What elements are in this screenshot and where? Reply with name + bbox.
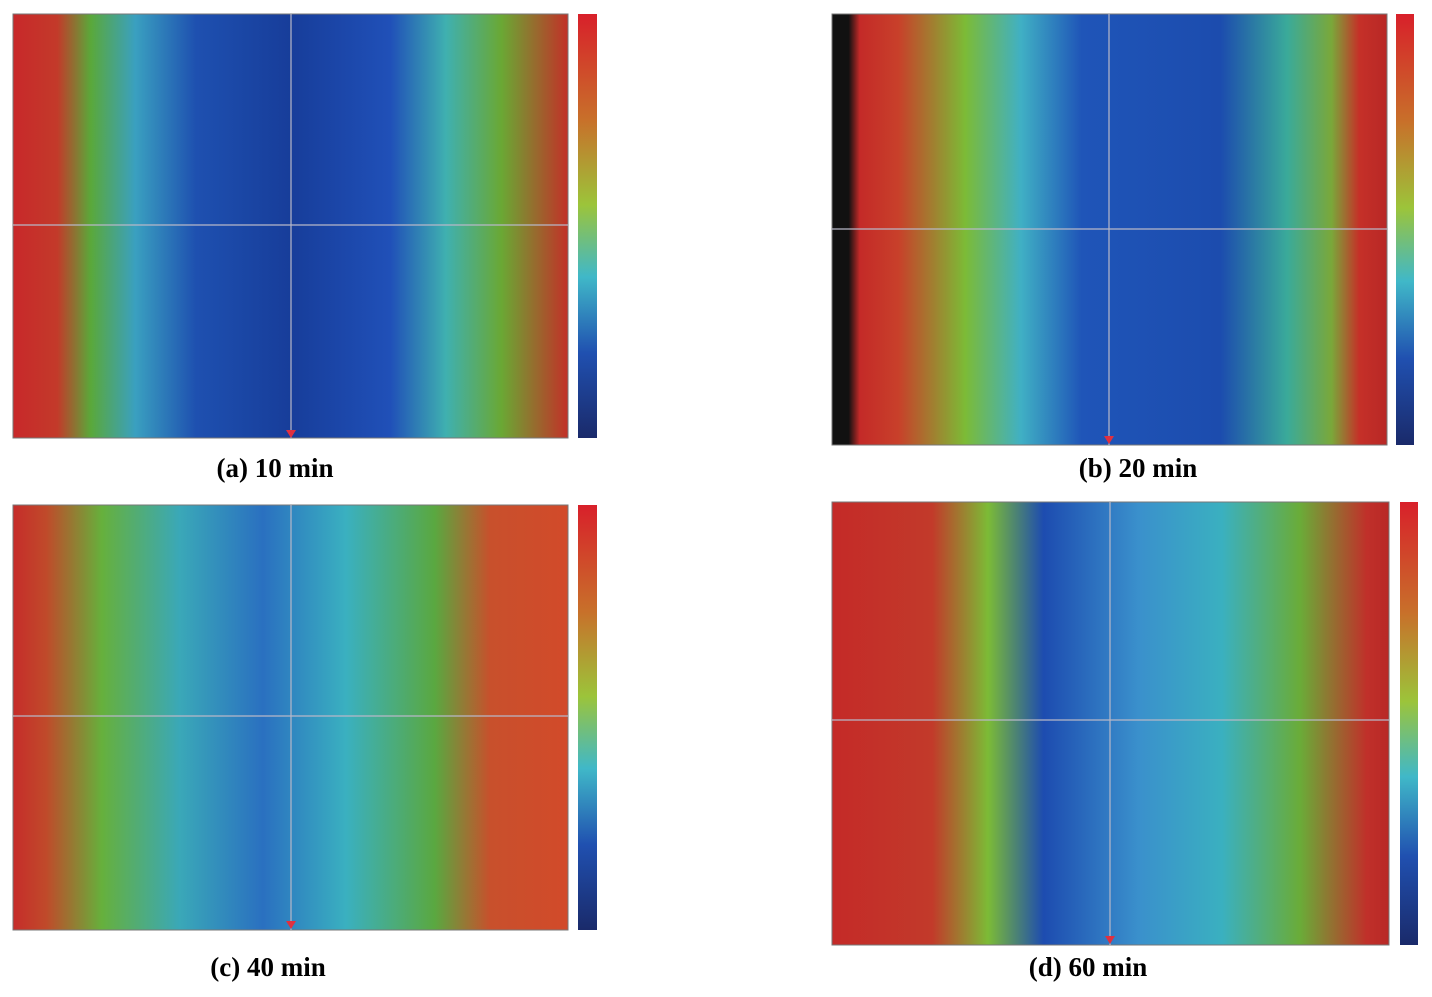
caption: (c) 40 min [210, 952, 325, 982]
colorbar [1400, 502, 1418, 945]
panel-c: (c) 40 min [12, 504, 597, 982]
colorbar [578, 14, 597, 438]
marker [286, 430, 296, 438]
marker [1105, 936, 1115, 944]
marker [286, 921, 296, 929]
caption: (b) 20 min [1079, 453, 1198, 483]
colorbar [1396, 14, 1414, 445]
caption: (d) 60 min [1029, 952, 1148, 982]
colorbar [578, 505, 597, 930]
caption: (a) 10 min [217, 453, 334, 483]
panel-b: (b) 20 min [831, 13, 1414, 483]
marker [1104, 436, 1114, 444]
panel-d: (d) 60 min [831, 501, 1418, 982]
panel-a: (a) 10 min [12, 13, 597, 483]
